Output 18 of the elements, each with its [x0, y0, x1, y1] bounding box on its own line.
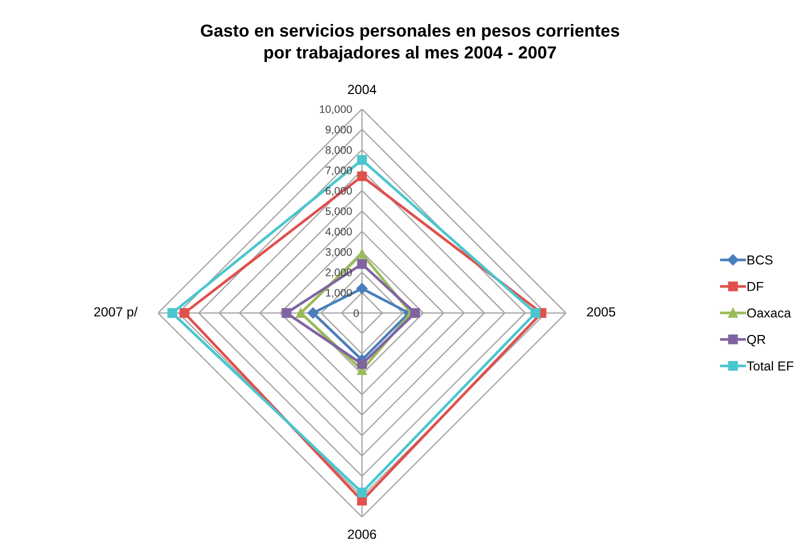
- chart-title: Gasto en servicios personales en pesos corrientes por trabajadores al mes 2004 - 2007: [200, 24, 620, 62]
- y-tick-label: 5,000: [326, 207, 352, 216]
- legend-label: BCS: [748, 255, 773, 265]
- legend-label: QR: [747, 334, 766, 346]
- spoke-label: 2004: [348, 84, 376, 94]
- spoke-label: 2006: [348, 530, 376, 539]
- y-tick-label: 4,000: [325, 228, 352, 237]
- legend-label: Oaxaca: [747, 308, 792, 318]
- y-tick-label: 1,000: [326, 288, 352, 298]
- y-tick-label: 9,000: [326, 126, 352, 135]
- y-tick-label: 0: [354, 309, 359, 318]
- spoke-label: 2005: [587, 307, 616, 317]
- y-tick-label: 3,000: [326, 248, 352, 258]
- y-tick-label: 10,000: [320, 105, 352, 114]
- y-tick-label: 8,000: [326, 146, 352, 156]
- legend-label: Total EF: [746, 361, 794, 371]
- spoke-label: 2007 p/: [94, 306, 138, 320]
- legend-label: DF: [748, 282, 764, 291]
